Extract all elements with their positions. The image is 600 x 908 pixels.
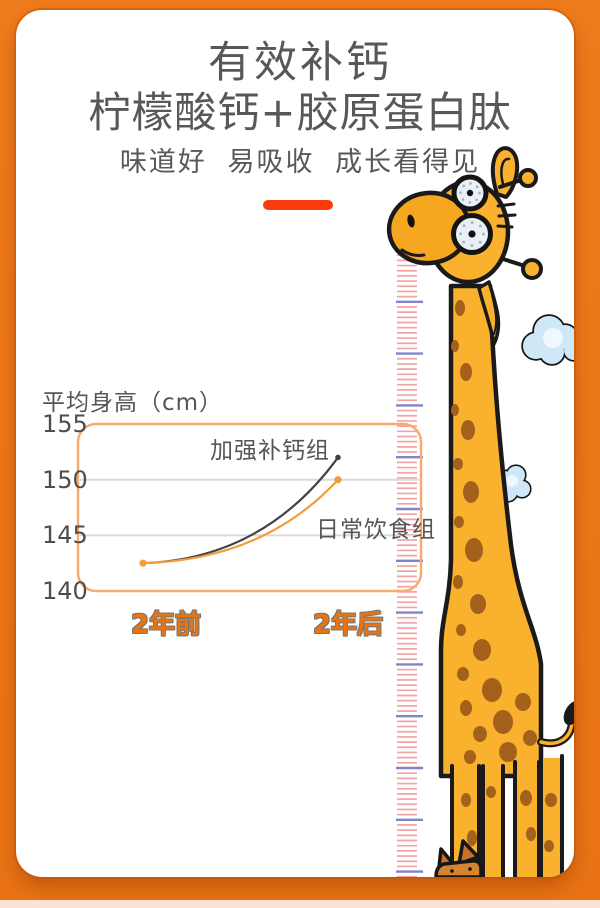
giraffe-eye xyxy=(451,174,489,212)
chart-frame xyxy=(76,422,423,593)
chart-gridlines xyxy=(80,478,419,537)
chart-series xyxy=(139,454,342,567)
small-animal-icon xyxy=(434,839,483,877)
giraffe-illustration xyxy=(386,146,574,877)
height-ruler-graphic xyxy=(396,248,423,877)
cloud-icon xyxy=(521,314,574,366)
giraffe-eye xyxy=(451,213,493,255)
giraffe-head xyxy=(386,146,543,346)
content-card xyxy=(16,10,574,877)
giraffe-spots xyxy=(451,271,537,764)
bottom-strip xyxy=(0,900,600,908)
height-comparison-chart xyxy=(76,422,423,593)
artwork-canvas xyxy=(76,146,574,877)
